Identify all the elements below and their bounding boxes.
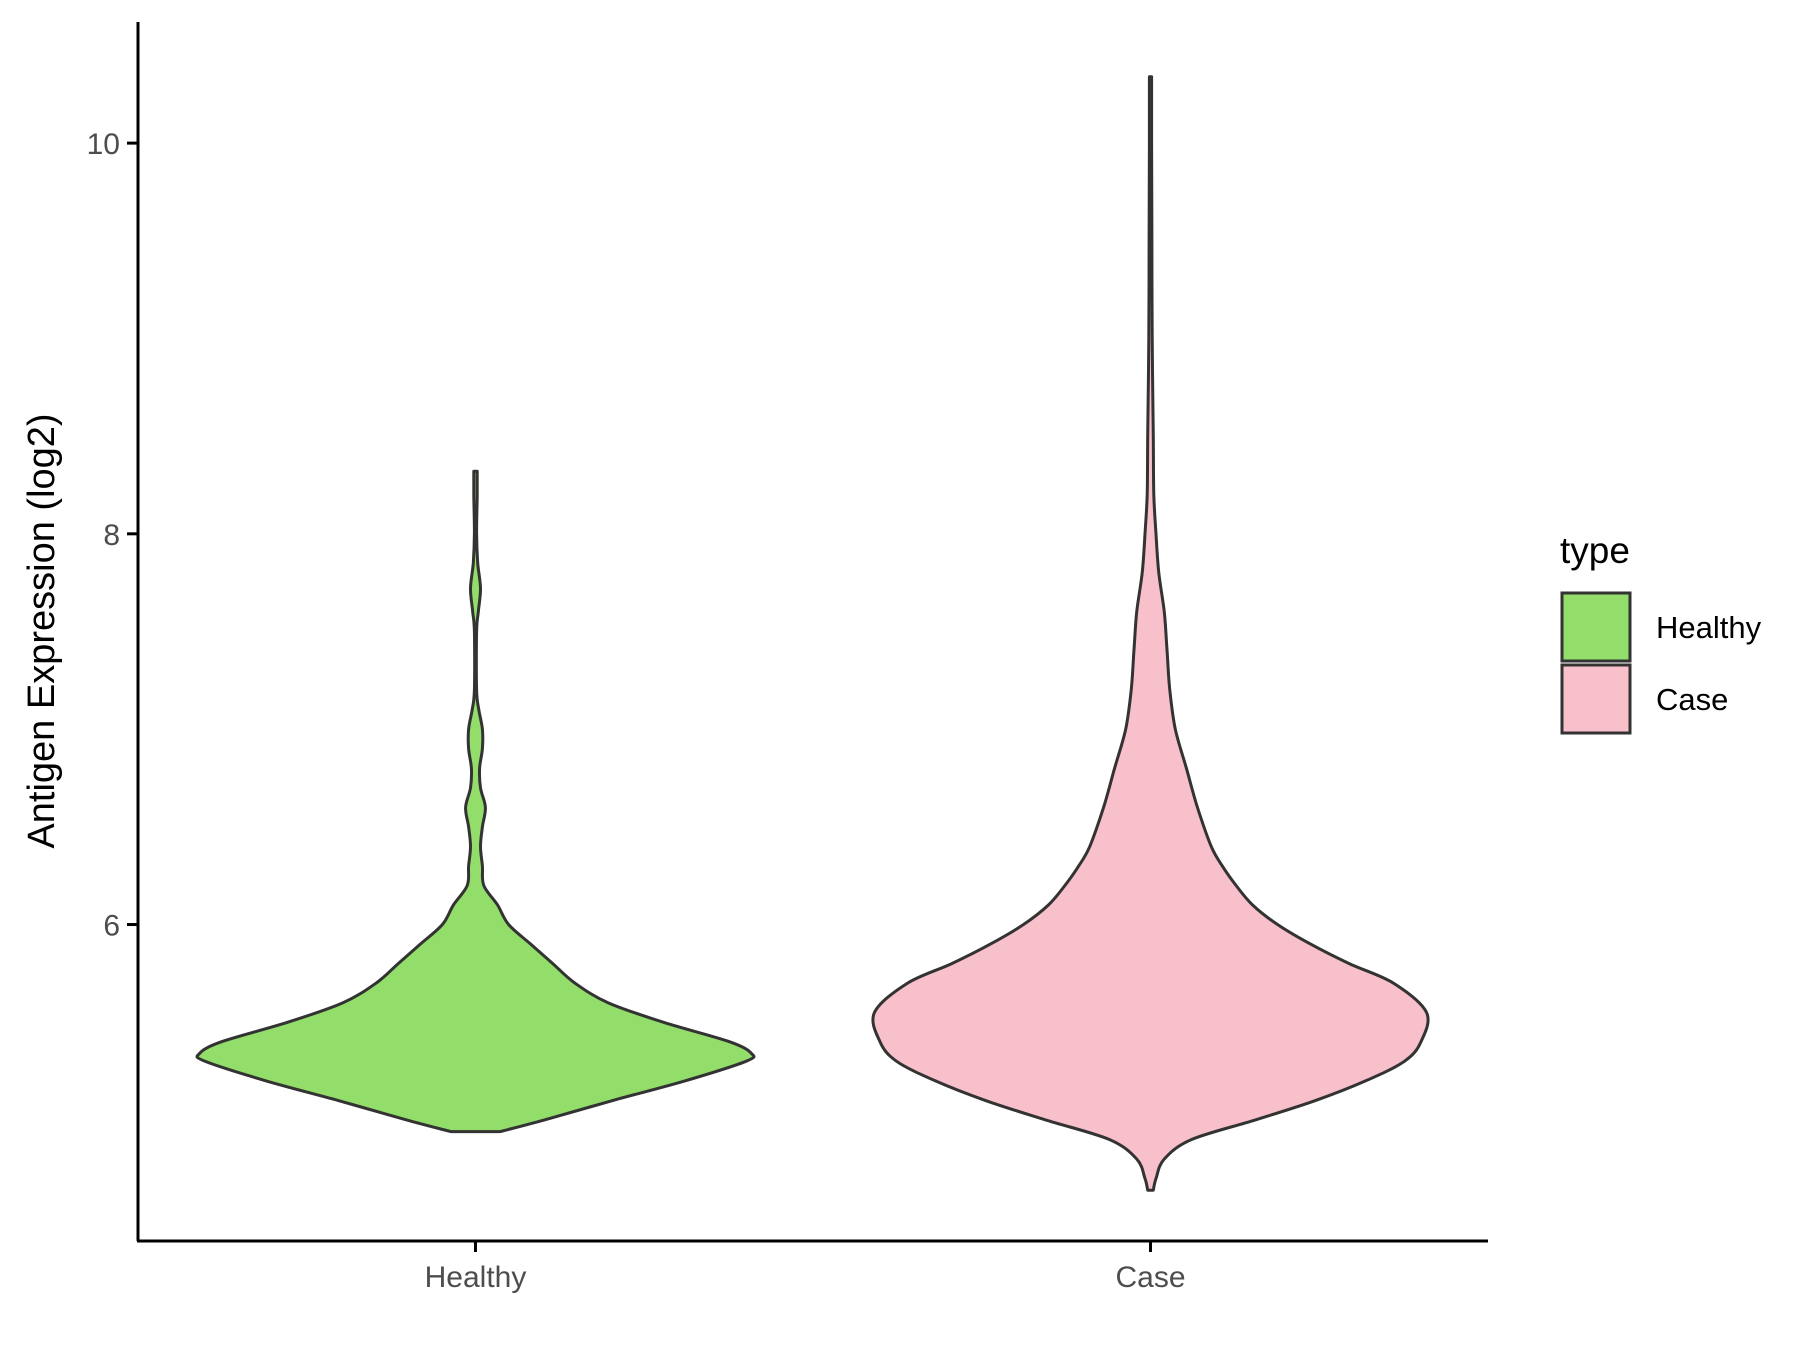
legend-label-healthy: Healthy: [1656, 610, 1762, 645]
y-axis-ticks: 6 8 10: [87, 128, 138, 943]
x-tick-label: Case: [1115, 1261, 1185, 1294]
violin-case: [871, 75, 1430, 1192]
y-tick-label: 10: [87, 128, 120, 161]
legend-title: type: [1560, 530, 1630, 571]
x-tick-label: Healthy: [425, 1261, 527, 1294]
violins-layer: [195, 75, 1430, 1192]
legend-label-case: Case: [1656, 682, 1728, 717]
legend-key-healthy: [1560, 591, 1632, 663]
legend-key-case: [1560, 663, 1632, 735]
violin-healthy: [195, 469, 756, 1134]
legend: type Healthy Case: [1560, 530, 1762, 735]
x-axis-ticks: Healthy Case: [425, 1241, 1186, 1294]
y-axis-title: Antigen Expression (log2): [21, 413, 63, 848]
legend-entries: Healthy Case: [1560, 591, 1762, 735]
y-tick-label: 6: [103, 910, 120, 943]
y-tick-label: 8: [103, 519, 120, 552]
